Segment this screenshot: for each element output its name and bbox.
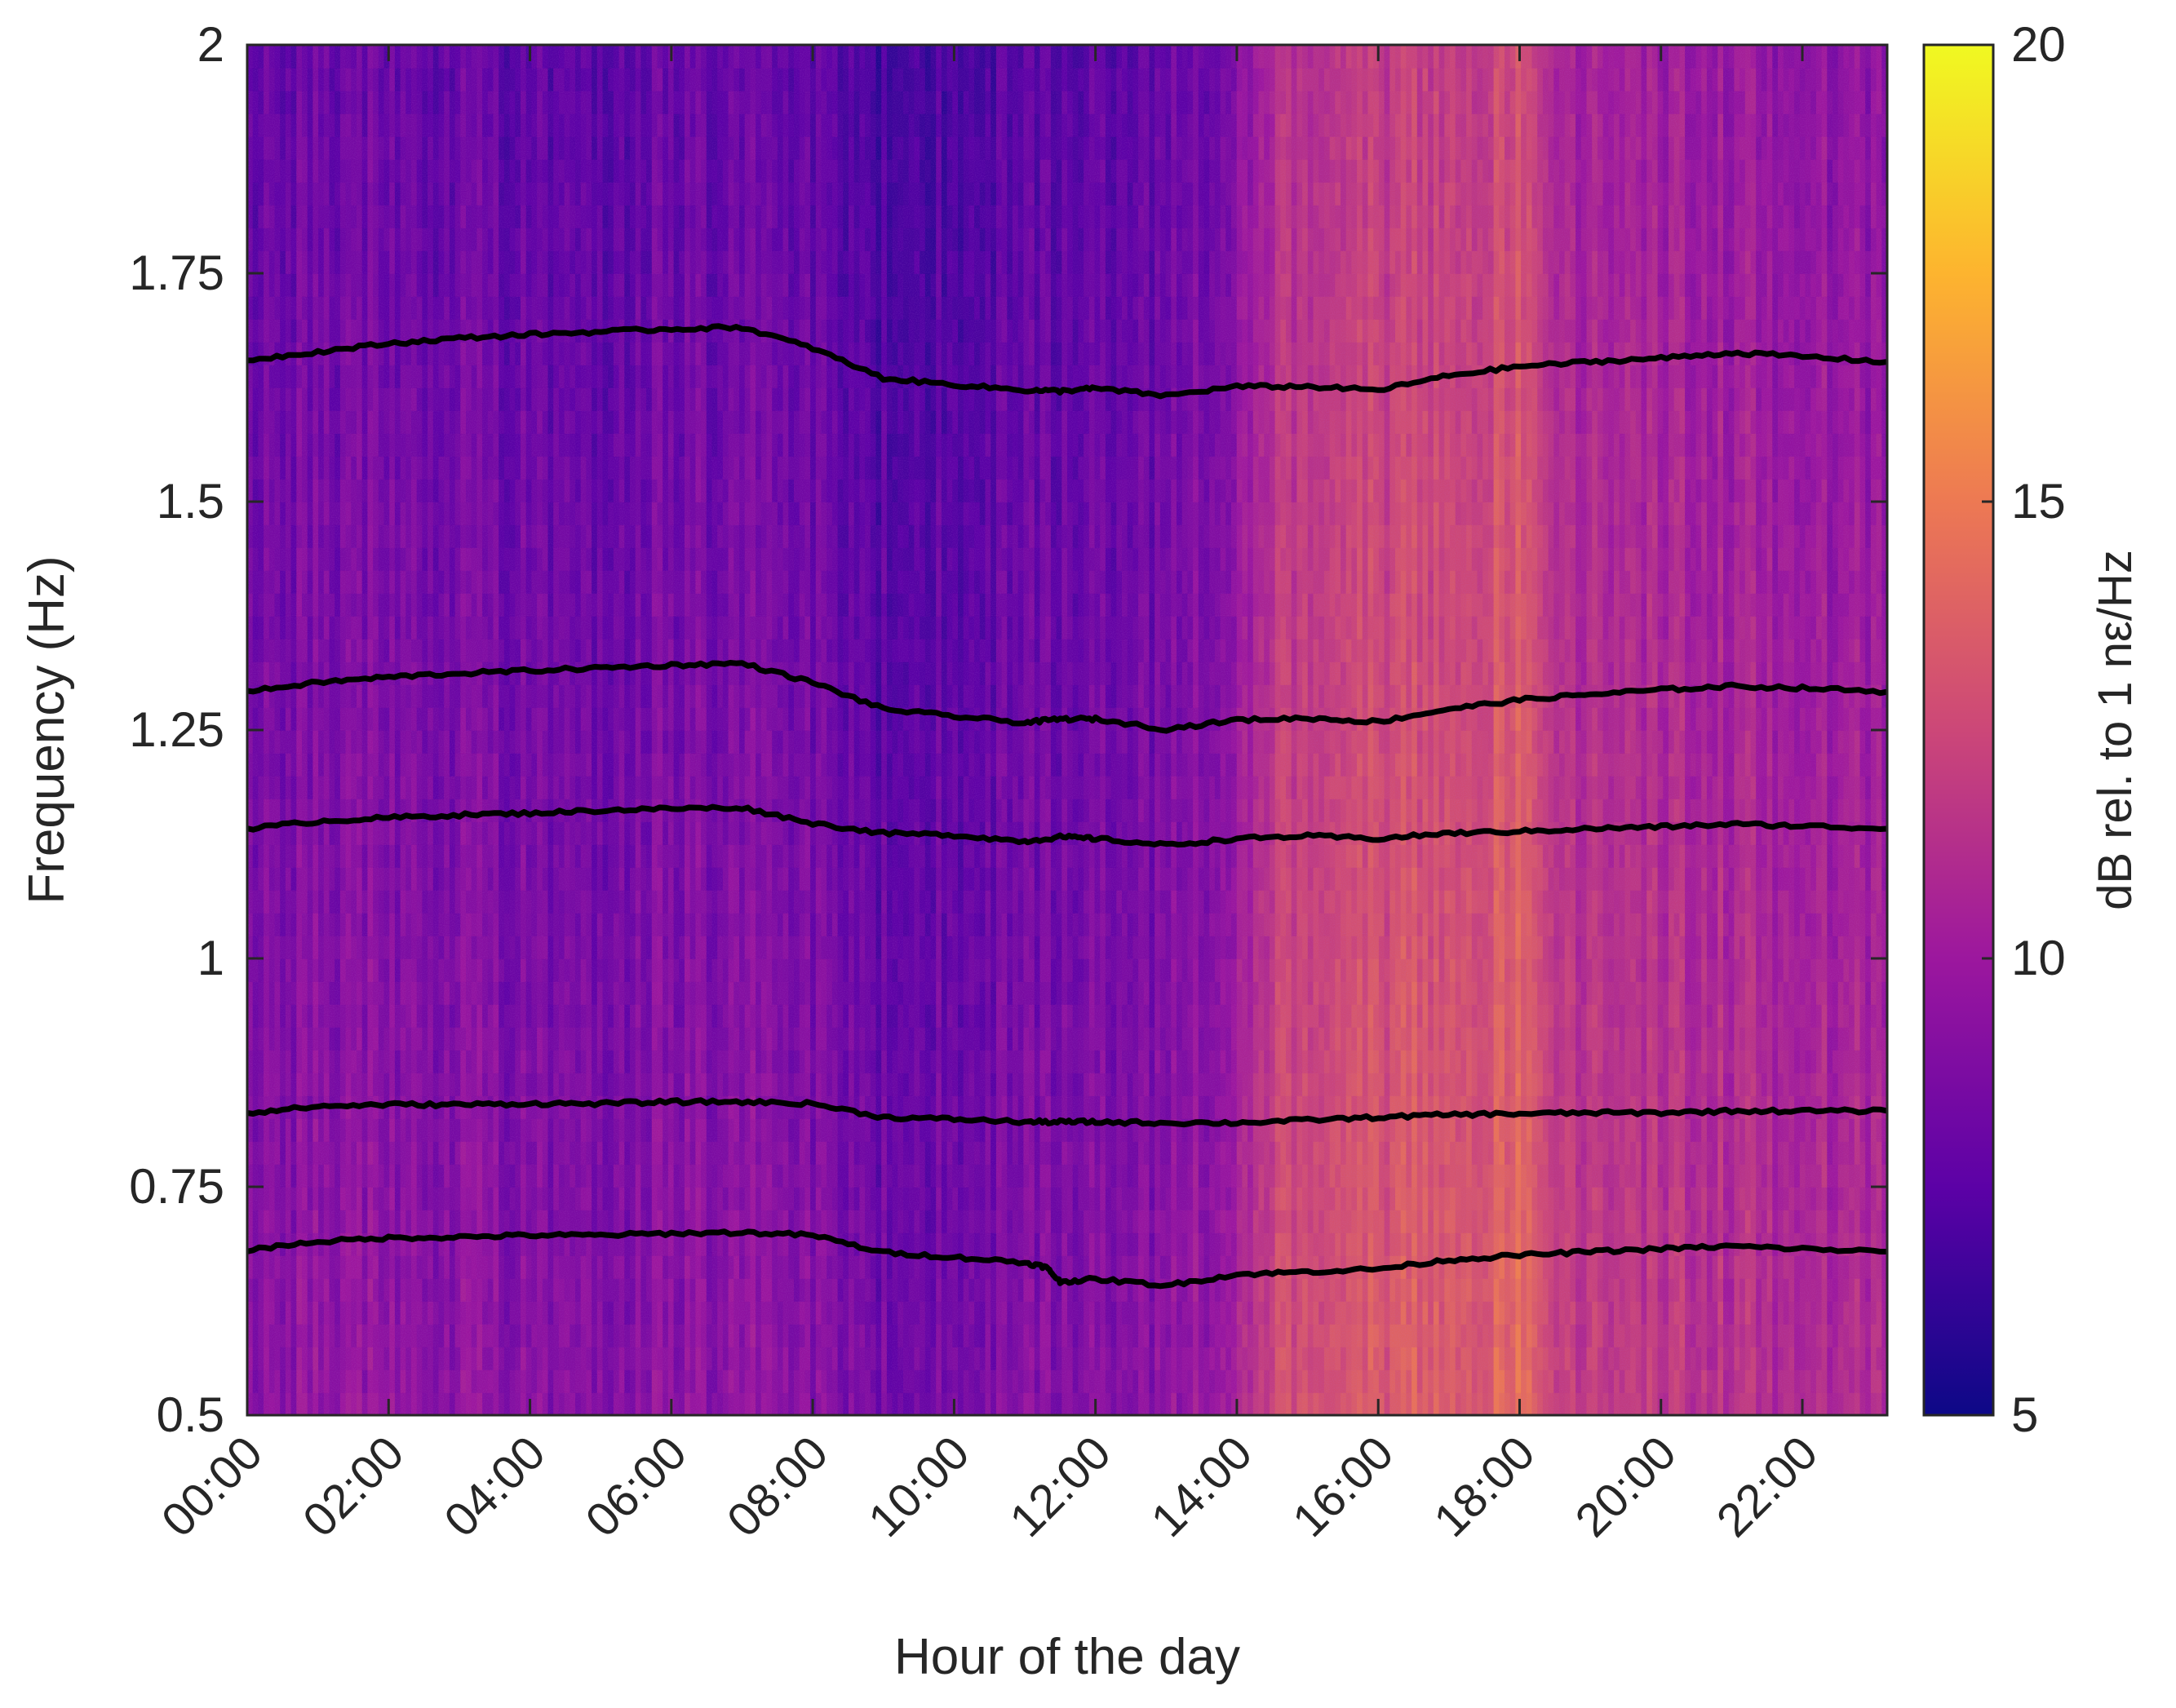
spectrogram-figure: 00:00 02:00 04:00 06:00 08:00 10:00 12:00 14:00…	[19, 17, 2142, 1685]
